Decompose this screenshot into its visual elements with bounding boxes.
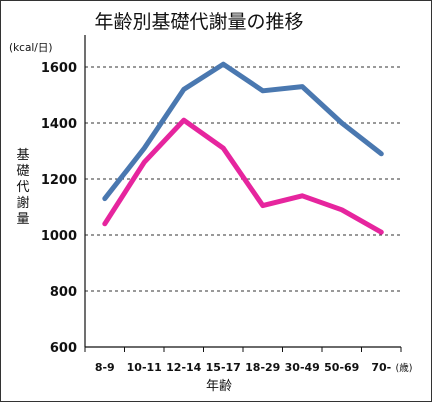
y-tick-label: 800 (50, 285, 77, 300)
y-tick-label: 600 (50, 341, 77, 356)
series-line-1 (102, 61, 384, 202)
y-axis-label: 基礎代謝量 (16, 148, 29, 227)
y-axis-label-char: 礎 (16, 164, 29, 179)
x-tick-label: 12-14 (166, 361, 202, 374)
y-tick-label: 1200 (41, 173, 77, 188)
y-tick-label: 1600 (41, 61, 77, 76)
x-tick-label: 15-17 (206, 361, 241, 374)
x-tick-label: 70- (371, 361, 391, 374)
chart-title: 年齢別基礎代謝量の推移 (94, 11, 303, 33)
series-line-2 (102, 117, 384, 235)
x-tick-label: 50-69 (324, 361, 359, 374)
y-tick-labels: 600 800 1000 1200 1400 1600 (41, 61, 77, 356)
y-tick-label: 1400 (41, 117, 77, 132)
y-axis-label-char: 基 (16, 148, 29, 163)
axes (84, 35, 402, 352)
x-tick-label: 18-29 (245, 361, 280, 374)
x-tick-label: 10-11 (127, 361, 162, 374)
y-axis-label-char: 量 (16, 212, 29, 227)
x-tick-label: 30-49 (285, 361, 320, 374)
series-layer (102, 61, 384, 235)
y-unit-label: (kcal/日) (9, 42, 52, 54)
y-tick-label: 1000 (41, 229, 77, 244)
y-axis-label-char: 謝 (16, 196, 29, 211)
x-axis-label: 年齢 (206, 379, 232, 394)
x-tick-label: 8-9 (95, 361, 115, 374)
x-unit-label: (歳) (396, 362, 413, 374)
x-tick-labels: 8-9 10-11 12-14 15-17 18-29 30-49 50-69 70- (95, 361, 391, 374)
y-axis-label-char: 代 (16, 180, 29, 195)
